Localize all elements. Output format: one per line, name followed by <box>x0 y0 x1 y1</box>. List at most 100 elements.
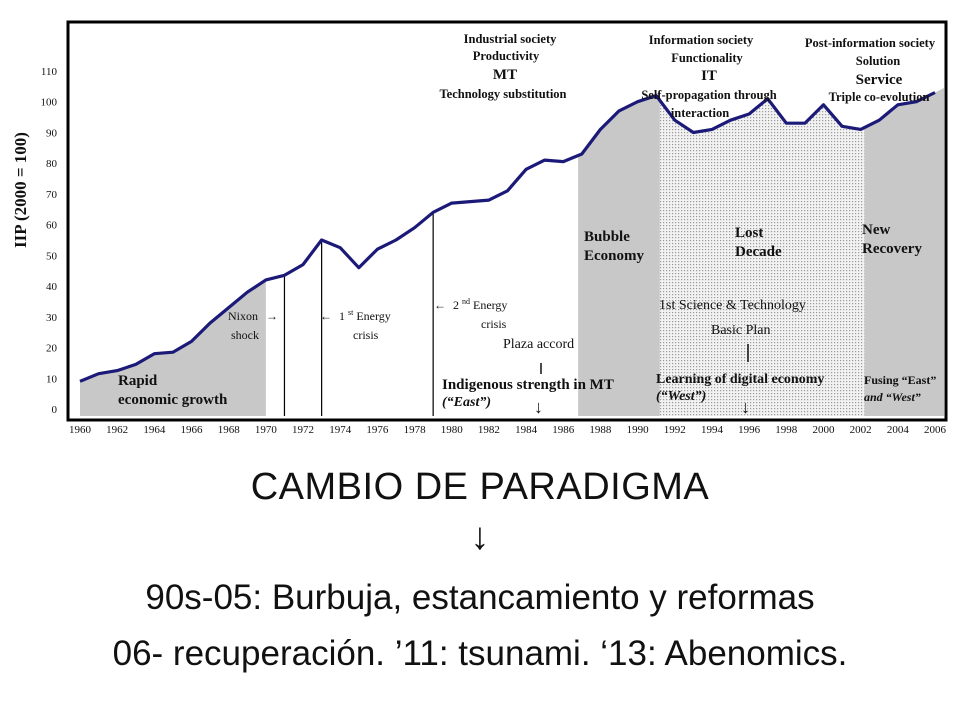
annotations: Rapid economic growth Nixon → shock ← 1 … <box>118 32 936 417</box>
x-tick-1982: 1982 <box>478 424 500 436</box>
shaded-period-2 <box>659 98 865 417</box>
annot-energy1-arrow: ← <box>320 309 332 323</box>
annot-energy2-line1: ← 2 nd Energy <box>434 293 507 312</box>
y-tick-30: 30 <box>46 312 58 324</box>
caption-line-1: 90s-05: Burbuja, estancamiento y reforma… <box>145 578 815 617</box>
annot-indigenous-1: Indigenous strength in MT <box>442 377 614 393</box>
y-tick-20: 20 <box>46 343 58 355</box>
annot-energy2-pre: 2 <box>453 298 459 312</box>
annot-energy2-arrow: ← <box>434 298 446 312</box>
annot-energy1-post: Energy <box>356 309 390 323</box>
y-tick-10: 10 <box>46 373 58 385</box>
annot-energy1-pre: 1 <box>339 309 345 323</box>
annot-post-2: Solution <box>856 54 901 68</box>
x-tick-1968: 1968 <box>218 424 241 436</box>
annot-nixon-arrow: → <box>266 309 278 323</box>
annot-info-5: interaction <box>671 106 729 120</box>
x-tick-1998: 1998 <box>775 424 798 436</box>
shaded-period-1 <box>578 95 660 416</box>
annot-indigenous-2: (“East”) <box>442 395 491 410</box>
annot-industrial-3: MT <box>493 67 517 83</box>
x-tick-1990: 1990 <box>627 424 650 436</box>
x-tick-1970: 1970 <box>255 424 278 436</box>
annot-nixon-2: shock <box>231 328 259 342</box>
y-tick-80: 80 <box>46 158 58 170</box>
annot-energy2-sup: nd <box>462 297 470 306</box>
annot-fusing-2: and “West” <box>864 390 921 404</box>
y-tick-60: 60 <box>46 220 58 232</box>
x-tick-1996: 1996 <box>738 424 761 436</box>
annot-science-2: Basic Plan <box>711 323 771 338</box>
annot-science-1: 1st Science & Technology <box>659 298 806 313</box>
shaded-period-3 <box>864 88 944 416</box>
x-tick-1986: 1986 <box>552 424 575 436</box>
annot-industrial-2: Productivity <box>473 49 540 63</box>
annot-plaza: Plaza accord <box>503 337 574 352</box>
annot-nixon-1: Nixon <box>228 309 258 323</box>
x-tick-1978: 1978 <box>404 424 427 436</box>
annot-post-3: Service <box>856 72 903 88</box>
x-tick-1994: 1994 <box>701 424 724 436</box>
annot-lost-1: Lost <box>735 225 763 241</box>
annot-post-1: Post-information society <box>805 36 936 50</box>
annot-rapid-2: economic growth <box>118 392 228 408</box>
science-down-arrow: ↓ <box>741 397 750 417</box>
y-tick-110: 110 <box>41 66 58 78</box>
annot-new-2: Recovery <box>862 241 922 257</box>
x-tick-1960: 1960 <box>69 424 92 436</box>
x-tick-1964: 1964 <box>143 424 166 436</box>
annot-new-1: New <box>862 222 890 238</box>
annot-digital-2: (“West”) <box>656 389 706 404</box>
annot-industrial-4: Technology substitution <box>439 87 566 101</box>
x-tick-1974: 1974 <box>329 424 352 436</box>
x-tick-2002: 2002 <box>850 424 872 436</box>
annot-post-4: Triple co-evolution <box>829 90 930 104</box>
y-tick-90: 90 <box>46 127 58 139</box>
annot-rapid-1: Rapid <box>118 373 158 389</box>
x-tick-2006: 2006 <box>924 424 947 436</box>
annot-info-3: IT <box>701 68 717 84</box>
y-tick-100: 100 <box>41 97 58 109</box>
x-tick-1980: 1980 <box>441 424 464 436</box>
x-tick-1992: 1992 <box>664 424 686 436</box>
y-tick-40: 40 <box>46 281 58 293</box>
x-tick-2004: 2004 <box>887 424 910 436</box>
annot-bubble-2: Economy <box>584 248 645 264</box>
annot-digital-1: Learning of digital economy <box>656 372 824 387</box>
annot-lost-2: Decade <box>735 244 782 260</box>
annot-industrial-1: Industrial society <box>464 32 557 46</box>
shaded-period-0 <box>80 279 266 416</box>
annot-info-2: Functionality <box>671 51 743 65</box>
x-tick-1972: 1972 <box>292 424 314 436</box>
plot-frame <box>66 20 948 422</box>
caption-title: CAMBIO DE PARADIGMA <box>250 466 710 508</box>
annot-info-1: Information society <box>649 33 754 47</box>
y-tick-0: 0 <box>52 404 58 416</box>
annot-energy1-line1: ← 1 st Energy <box>320 304 391 323</box>
caption-down-arrow: ↓ <box>470 516 490 558</box>
y-tick-50: 50 <box>46 250 58 262</box>
x-tick-1966: 1966 <box>181 424 204 436</box>
x-tick-labels: 1960 1962 1964 1966 1968 1970 1972 1974 1976 1978… <box>69 424 947 436</box>
iip-series-line <box>79 91 936 383</box>
shaded-periods <box>80 88 944 417</box>
x-tick-1988: 1988 <box>589 424 612 436</box>
annot-energy1-sup: st <box>348 308 354 317</box>
annot-energy2-post: Energy <box>473 298 507 312</box>
annot-energy2-line2: crisis <box>481 317 507 331</box>
y-axis-label: IIP (2000 = 100) <box>11 132 30 248</box>
x-tick-2000: 2000 <box>812 424 835 436</box>
x-tick-1984: 1984 <box>515 424 538 436</box>
event-lines <box>283 212 434 416</box>
y-tick-labels: 0 10 20 30 40 50 60 70 80 90 100 110 <box>41 66 58 416</box>
x-tick-1976: 1976 <box>366 424 389 436</box>
annot-energy1-line2: crisis <box>353 328 379 342</box>
y-tick-70: 70 <box>46 189 58 201</box>
plaza-down-arrow: ↓ <box>534 397 543 417</box>
annot-fusing-1: Fusing “East” <box>864 373 936 387</box>
x-tick-1962: 1962 <box>106 424 128 436</box>
caption-line-2: 06- recuperación. ’11: tsunami. ‘13: Abe… <box>112 634 848 673</box>
annot-bubble-1: Bubble <box>584 229 630 245</box>
annot-info-4: Self-propagation through <box>641 88 776 102</box>
